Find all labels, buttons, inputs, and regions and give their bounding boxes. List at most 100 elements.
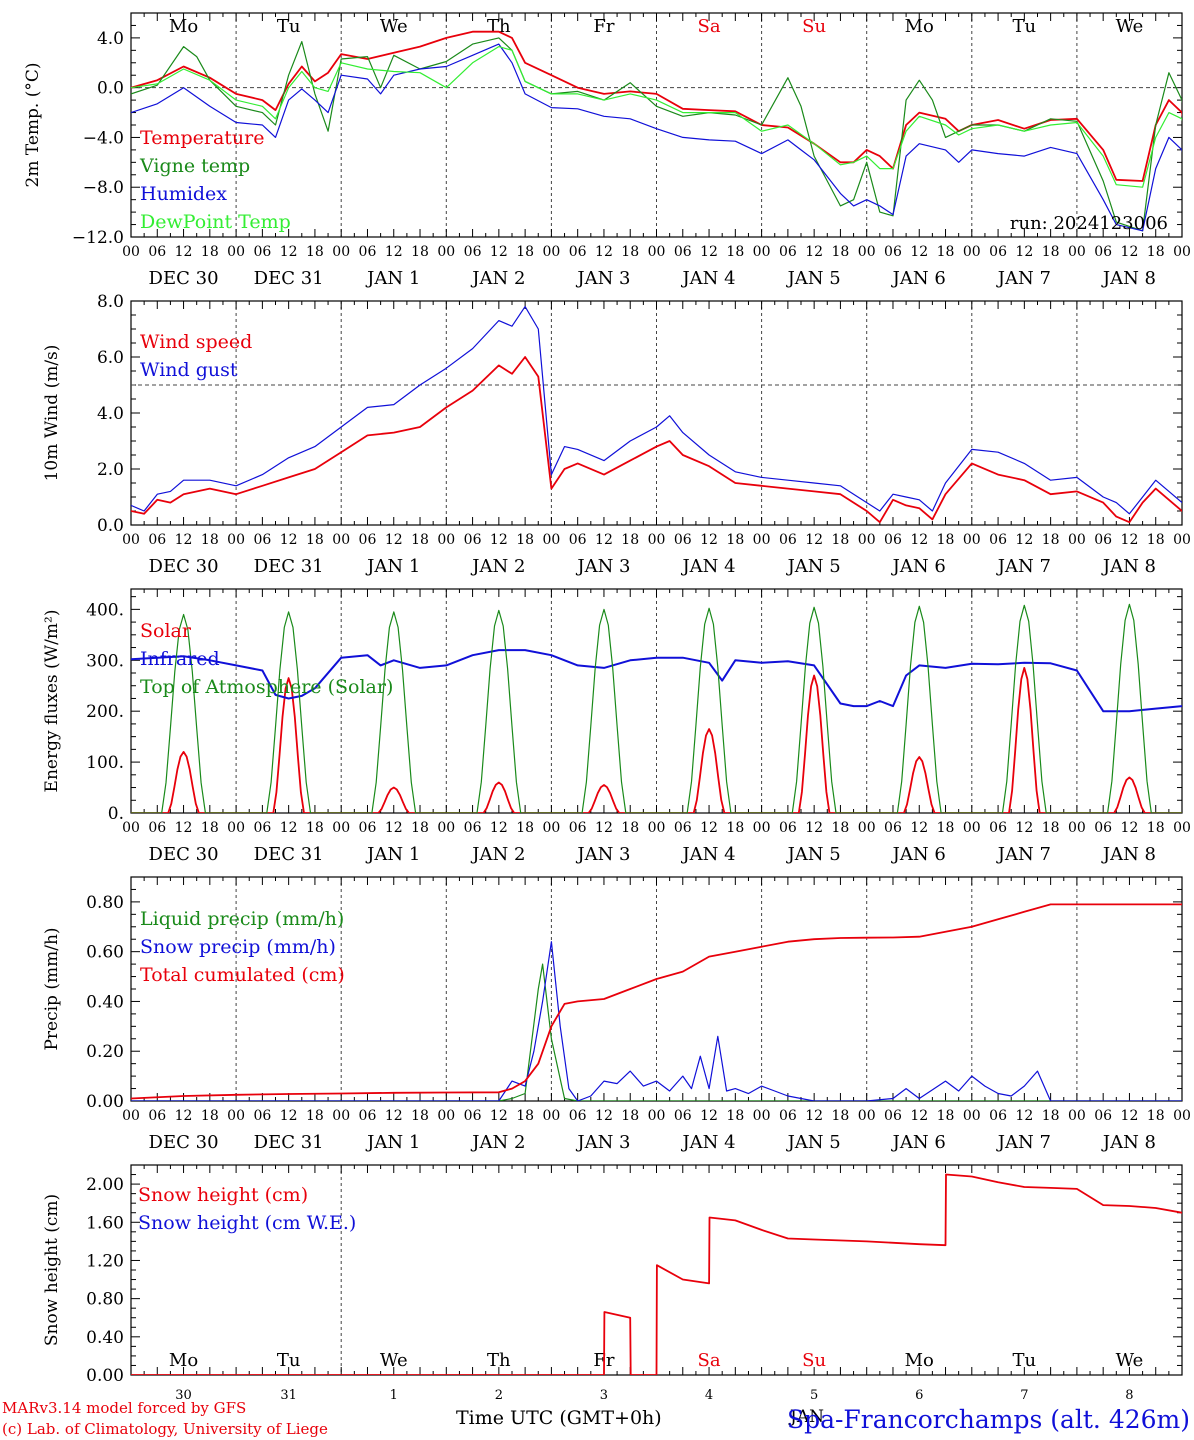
y-tick-label: 0.40 (86, 992, 124, 1012)
legend-entry: Temperature (140, 127, 264, 149)
hour-tick-label: 06 (359, 1108, 377, 1124)
legend-entry: Top of Atmosphere (Solar) (140, 676, 393, 698)
series-line-wind-gust (131, 306, 1182, 515)
hour-tick-label: 18 (201, 532, 219, 548)
date-label: DEC 31 (254, 844, 324, 865)
hour-tick-label: 18 (306, 1108, 324, 1124)
hour-tick-label: 06 (884, 244, 902, 260)
series-line-dewpoint-temp (131, 46, 1182, 188)
date-label: JAN 3 (575, 844, 630, 865)
date-label: JAN 3 (575, 1132, 630, 1153)
hour-tick-label: 18 (201, 820, 219, 836)
hour-tick-label: 06 (989, 1108, 1007, 1124)
hour-tick-label: 18 (516, 532, 534, 548)
y-tick-label: 1.60 (86, 1213, 124, 1233)
hour-tick-label: 18 (726, 244, 744, 260)
legend-entry: Snow height (cm W.E.) (138, 1212, 356, 1234)
y-tick-label: 8.0 (97, 292, 124, 312)
date-label: DEC 30 (149, 1132, 219, 1153)
legend-entry: Snow height (cm) (138, 1184, 308, 1206)
hour-tick-label: 12 (280, 532, 298, 548)
date-label: JAN 2 (470, 1132, 525, 1153)
hour-tick-label: 12 (175, 1108, 193, 1124)
weekday-label: Mo (169, 16, 198, 37)
day-number-label: 8 (1125, 1388, 1133, 1403)
hour-tick-label: 06 (569, 820, 587, 836)
hour-tick-label: 06 (359, 244, 377, 260)
hour-tick-label: 00 (1068, 244, 1086, 260)
date-label: JAN 4 (680, 556, 735, 577)
y-tick-label: 0.40 (86, 1328, 124, 1348)
legend-entry: Wind gust (140, 359, 238, 381)
hour-tick-label: 18 (1042, 244, 1060, 260)
date-label: DEC 30 (149, 844, 219, 865)
hour-tick-label: 12 (805, 244, 823, 260)
hour-tick-label: 00 (542, 244, 560, 260)
hour-tick-label: 12 (280, 1108, 298, 1124)
hour-tick-label: 06 (253, 244, 271, 260)
hour-tick-label: 06 (884, 820, 902, 836)
hour-tick-label: 12 (1015, 1108, 1033, 1124)
day-number-label: 1 (390, 1388, 398, 1403)
hour-tick-label: 00 (122, 244, 140, 260)
chart-panel-4: 0.80 0.60 0.40 0.20 0.00 Precip (mm/h) 00 06 12 1… (42, 876, 1191, 1153)
date-label: JAN 1 (365, 844, 420, 865)
hour-tick-label: 00 (122, 1108, 140, 1124)
series-line-snow-precip-mm-h- (131, 941, 1182, 1101)
y-tick-label: 6.0 (97, 348, 124, 368)
hour-tick-label: 12 (595, 244, 613, 260)
hour-tick-label: 06 (674, 532, 692, 548)
hour-tick-label: 12 (490, 1108, 508, 1124)
hour-tick-label: 12 (1121, 1108, 1139, 1124)
date-label: JAN 5 (786, 844, 841, 865)
hour-tick-label: 00 (648, 1108, 666, 1124)
date-label: JAN 4 (680, 844, 735, 865)
hour-tick-label: 00 (227, 1108, 245, 1124)
y-tick-label: 100. (86, 753, 124, 773)
date-label: JAN 3 (575, 268, 630, 289)
hour-tick-label: 18 (201, 244, 219, 260)
y-axis-title: Energy fluxes (W/m²) (42, 610, 62, 793)
y-tick-label: 2.00 (86, 1175, 124, 1195)
hour-tick-label: 12 (280, 244, 298, 260)
hour-tick-label: 12 (280, 820, 298, 836)
hour-tick-label: 18 (1042, 1108, 1060, 1124)
hour-tick-label: 06 (148, 532, 166, 548)
hour-tick-label: 06 (253, 1108, 271, 1124)
footer: MARv3.14 model forced by GFS (c) Lab. of… (2, 1399, 1190, 1438)
hour-tick-label: 00 (963, 1108, 981, 1124)
hour-tick-label: 06 (464, 820, 482, 836)
hour-tick-label: 12 (385, 1108, 403, 1124)
hour-tick-label: 06 (464, 244, 482, 260)
date-label: DEC 31 (254, 1132, 324, 1153)
hour-tick-label: 18 (726, 532, 744, 548)
date-label: JAN 5 (786, 1132, 841, 1153)
date-label: JAN 8 (1101, 844, 1156, 865)
hour-tick-label: 12 (1015, 244, 1033, 260)
hour-tick-label: 12 (910, 244, 928, 260)
y-tick-label: 0.80 (86, 893, 124, 913)
hour-tick-label: 18 (516, 1108, 534, 1124)
date-label: JAN 8 (1101, 556, 1156, 577)
hour-tick-label: 12 (700, 244, 718, 260)
hour-tick-label: 06 (148, 820, 166, 836)
weekday-label: Mo (905, 16, 934, 37)
hour-tick-label: 12 (1121, 820, 1139, 836)
weekday-label: We (1116, 1350, 1144, 1371)
run-annotation: run: 2024123006 (1010, 213, 1168, 234)
date-label: JAN 6 (891, 556, 946, 577)
day-number-label: 30 (175, 1388, 192, 1403)
y-tick-label: 1.20 (86, 1251, 124, 1271)
hour-tick-label: 00 (858, 1108, 876, 1124)
hour-tick-label: 18 (832, 820, 850, 836)
y-tick-label: 4.0 (97, 29, 124, 49)
legend-entry: Vigne temp (139, 155, 250, 177)
hour-tick-label: 18 (1147, 244, 1165, 260)
day-number-label: 2 (495, 1388, 503, 1403)
hour-tick-label: 12 (805, 1108, 823, 1124)
hour-tick-label: 06 (464, 1108, 482, 1124)
hour-tick-label: 06 (1094, 820, 1112, 836)
legend-entry: Snow precip (mm/h) (140, 936, 336, 958)
date-label: DEC 30 (149, 268, 219, 289)
hour-tick-label: 12 (910, 1108, 928, 1124)
